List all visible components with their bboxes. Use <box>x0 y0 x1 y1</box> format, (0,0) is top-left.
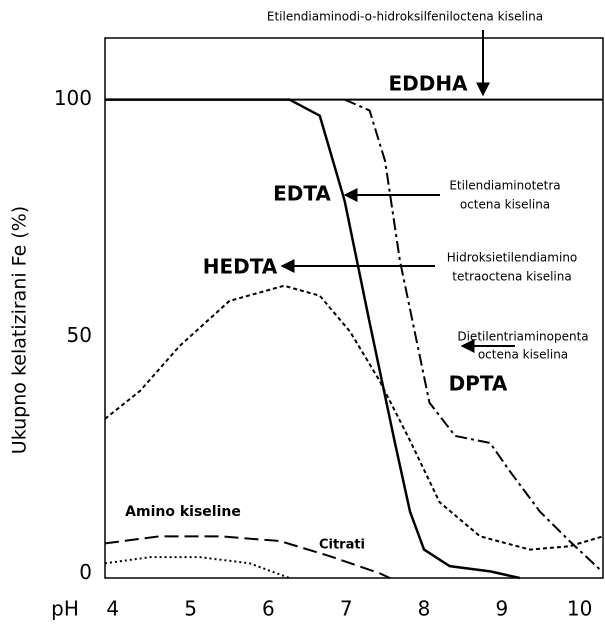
annotation: Etilendiaminodi-o-hidroksilfeniloctena k… <box>267 10 543 24</box>
annotation: Dietilentriaminopenta <box>457 330 588 344</box>
x-tick-label: 9 <box>495 597 508 621</box>
y-tick-label: 100 <box>54 86 92 110</box>
series-label: Amino kiseline <box>125 504 241 520</box>
x-axis-label: pH <box>51 597 79 621</box>
y-axis-label: Ukupno kelatizirani Fe (%) <box>9 206 31 454</box>
series-line <box>104 535 391 579</box>
series-label: EDDHA <box>388 72 468 96</box>
y-tick-label: 0 <box>79 560 92 584</box>
x-tick-label: 4 <box>106 597 119 621</box>
series-line <box>344 98 601 571</box>
annotation: octena kiselina <box>478 348 568 362</box>
series-line <box>105 98 521 580</box>
annotation: tetraoctena kiselina <box>452 270 571 284</box>
annotation: octena kiselina <box>460 198 550 212</box>
x-tick-label: 7 <box>340 597 353 621</box>
x-tick-label: 10 <box>567 597 592 621</box>
plot-frame <box>104 37 604 579</box>
plot-area <box>104 98 604 580</box>
series-line <box>104 284 604 551</box>
series-label: HEDTA <box>203 255 278 279</box>
annotation: Etilendiaminotetra <box>449 179 560 193</box>
series-label: EDTA <box>273 182 331 206</box>
series-label: DPTA <box>449 372 508 396</box>
x-tick-label: 5 <box>184 597 197 621</box>
series-label: Citrati <box>319 538 365 553</box>
y-tick-label: 50 <box>67 323 92 347</box>
x-tick-label: 6 <box>262 597 275 621</box>
series-line <box>104 556 290 579</box>
annotation: Hidroksietilendiamino <box>447 251 578 265</box>
x-tick-label: 8 <box>418 597 431 621</box>
